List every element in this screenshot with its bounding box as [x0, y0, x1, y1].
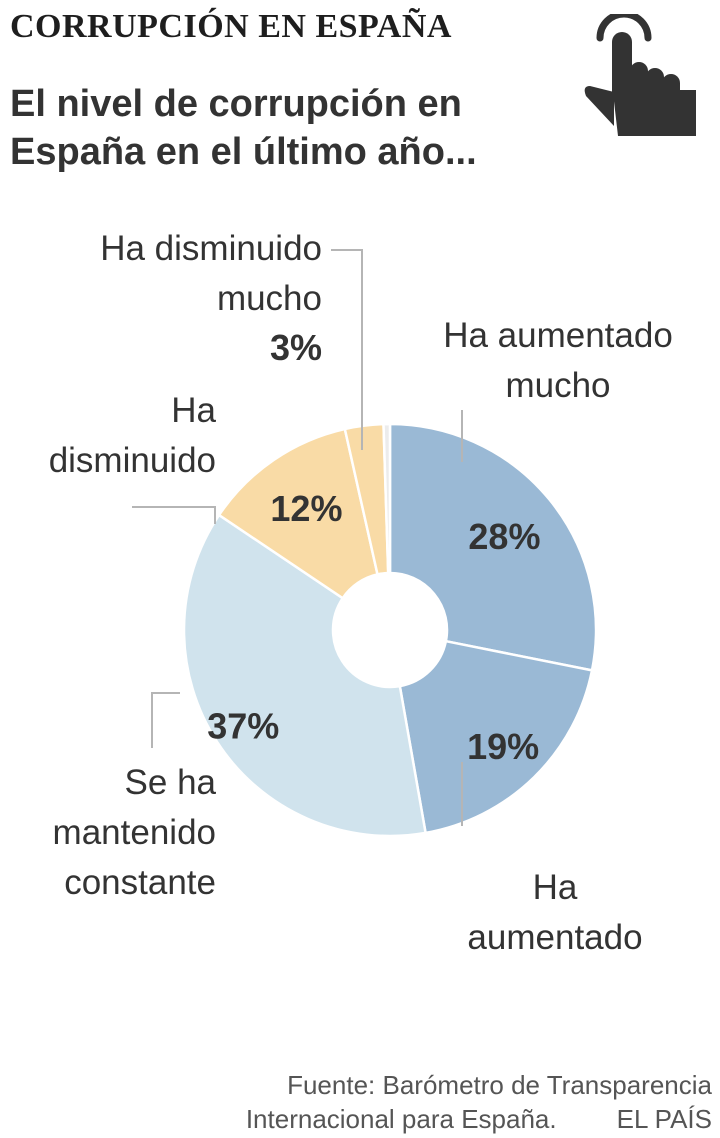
category-label-ha-aumentado-mucho: mucho	[505, 366, 610, 405]
slice-ha-aumentado-mucho	[388, 422, 598, 672]
value-label-ha-disminuido-mucho: 3%	[270, 327, 322, 368]
category-label-se-ha-mantenido-constante: Se ha	[125, 763, 217, 802]
category-label-ha-aumentado: Ha	[533, 868, 578, 907]
value-label-ha-disminuido: 12%	[270, 488, 342, 529]
category-label-ha-aumentado-mucho: Ha aumentado	[443, 316, 673, 355]
leader-line	[151, 692, 180, 748]
brand-logo: EL PAÍS	[616, 1104, 712, 1134]
category-label-ha-disminuido: disminuido	[49, 441, 216, 480]
category-label-se-ha-mantenido-constante: mantenido	[53, 813, 216, 852]
category-label-ha-disminuido-mucho: mucho	[217, 279, 322, 318]
subtitle-line: El nivel de corrupción en	[10, 83, 462, 125]
category-label-ha-disminuido: Ha	[171, 391, 216, 430]
slice-se-ha-mantenido-constante	[182, 513, 428, 838]
source-line: Fuente: Barómetro de Transparencia	[287, 1070, 712, 1100]
source-text: Internacional para España.	[245, 1104, 557, 1134]
slice-ha-disminuido	[217, 427, 379, 600]
source-line-2: Internacional para España. EL PAÍS	[246, 1102, 712, 1136]
subtitle-line: España en el último año...	[10, 131, 477, 173]
pointing-hand-icon	[584, 14, 696, 136]
kicker-title: CORRUPCIÓN EN ESPAÑA	[10, 8, 452, 45]
category-label-se-ha-mantenido-constante: constante	[64, 863, 216, 902]
category-label-ha-aumentado: aumentado	[467, 918, 642, 957]
chart-subtitle: El nivel de corrupción en España en el ú…	[10, 80, 570, 176]
value-label-ha-aumentado: 19%	[467, 726, 539, 767]
value-label-se-ha-mantenido-constante: 37%	[207, 705, 279, 746]
slice-ha-aumentado	[398, 639, 594, 835]
source-note: Fuente: Barómetro de Transparencia Inter…	[246, 1068, 712, 1136]
leader-line	[132, 506, 216, 524]
category-label-ha-disminuido-mucho: Ha disminuido	[100, 229, 322, 268]
slice-no-responde	[382, 422, 392, 575]
value-label-ha-aumentado-mucho: 28%	[468, 516, 540, 557]
leader-line	[331, 249, 363, 450]
